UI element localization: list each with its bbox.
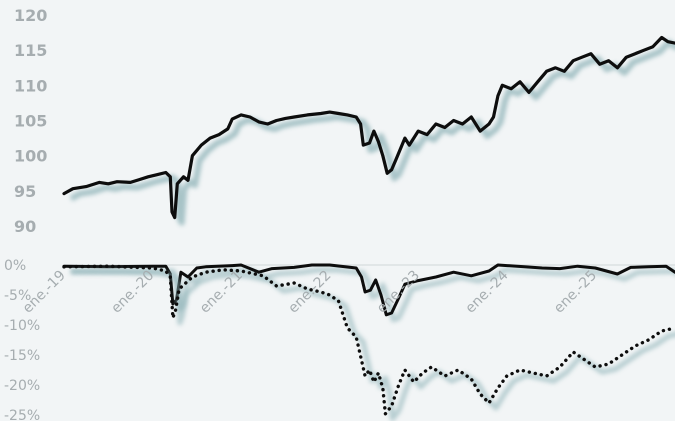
y-tick-label: -20% (4, 378, 40, 394)
y-tick-label: -10% (4, 318, 40, 334)
index-line-shadow (69, 39, 675, 226)
y-tick-label: 120 (14, 6, 47, 25)
drawdown-dotted-line (62, 264, 675, 416)
y-tick-label: -15% (4, 348, 40, 364)
index-panel: 90 95 100 105 110 115 120 (14, 6, 675, 236)
y-tick-label: 90 (14, 217, 36, 236)
y-tick-label: 110 (14, 76, 47, 95)
y-tick-label: 0% (4, 258, 26, 274)
y-tick-label: 105 (14, 112, 47, 131)
index-line (62, 35, 675, 220)
y-tick-label: 95 (14, 182, 36, 201)
y-tick-label: -5% (4, 288, 31, 304)
y-tick-label: 115 (14, 41, 47, 60)
drawdown-line (62, 263, 675, 317)
y-tick-label: -25% (4, 408, 40, 421)
drawdown-dotted-line-shadow (70, 268, 675, 421)
y-tick-label: 100 (14, 147, 47, 166)
